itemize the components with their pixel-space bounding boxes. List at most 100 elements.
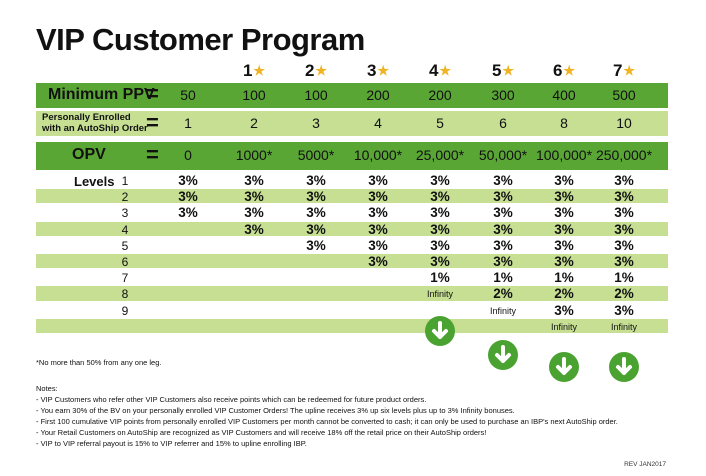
footnote: *No more than 50% from any one leg.: [36, 358, 162, 367]
page-title: VIP Customer Program: [36, 22, 365, 57]
level-percent: 3%: [554, 237, 574, 253]
level-percent: 3%: [614, 221, 634, 237]
level-percent: 3%: [493, 205, 513, 221]
level-percent: 1%: [614, 270, 634, 286]
notes-title: Notes:: [36, 384, 58, 393]
opv-value: 1000*: [235, 147, 273, 163]
opv-value: 100,000*: [535, 147, 593, 163]
level-percent: 3%: [554, 189, 574, 205]
min-ppv-value: 100: [242, 87, 266, 103]
level-percent: 2%: [493, 286, 513, 302]
level-percent: 3%: [430, 237, 450, 253]
column-header-1: 1★: [224, 61, 284, 81]
level-band: [36, 286, 668, 301]
enrolled-label-line1: Personally Enrolled: [42, 112, 131, 123]
level-number: 6: [121, 255, 129, 269]
note-item: - Your Retail Customers on AutoShip are …: [36, 428, 487, 437]
level-number: 5: [121, 238, 129, 253]
level-percent: 3%: [614, 237, 634, 253]
level-percent: 3%: [306, 189, 326, 205]
column-header-number: 2: [304, 61, 315, 80]
column-header-3: 3★: [348, 61, 408, 81]
note-item: - You earn 30% of the BV on your persona…: [36, 406, 515, 415]
level-band: [36, 221, 668, 236]
level-number: 2: [121, 190, 129, 205]
enrolled-value: 3: [312, 115, 320, 131]
min-ppv-value: 200: [428, 87, 452, 103]
notes-block: Notes: - VIP Customers who refer other V…: [36, 383, 618, 449]
level-percent: 3%: [493, 237, 513, 253]
enrolled-value: 2: [250, 115, 258, 131]
level-percent: 3%: [554, 221, 574, 237]
level-number: 8: [121, 287, 129, 302]
column-header-number: 1: [242, 61, 253, 80]
level-percent: 3%: [430, 173, 450, 188]
star-icon: ★: [563, 63, 576, 78]
note-item: - First 100 cumulative VIP points from p…: [36, 417, 618, 426]
opv-value: 250,000*: [595, 147, 653, 163]
min-ppv-value: 50: [180, 87, 196, 103]
level-percent: 1%: [430, 270, 450, 286]
level-percent: 3%: [614, 189, 634, 205]
level-percent: 3%: [368, 237, 388, 253]
column-header-number: 3: [366, 61, 377, 80]
column-header-number: 4: [428, 61, 439, 80]
opv-value: 10,000*: [353, 147, 403, 163]
level-percent: 3%: [493, 254, 513, 269]
arrow-down-icon: [609, 352, 639, 382]
column-header-number: 6: [552, 61, 563, 80]
level-percent: 3%: [493, 173, 513, 188]
opv-equals: =: [146, 142, 159, 167]
level-percent: 3%: [306, 237, 326, 253]
opv-value: 5000*: [297, 147, 335, 163]
column-header-2: 2★: [286, 61, 346, 81]
level-number: 7: [121, 271, 129, 286]
column-header-6: 6★: [534, 61, 594, 81]
enrolled-value: 4: [374, 115, 382, 131]
level-percent: 3%: [430, 189, 450, 205]
level-percent: 3%: [244, 205, 264, 221]
star-icon: ★: [377, 63, 390, 78]
min-ppv-band: [36, 83, 668, 108]
level-percent: 3%: [614, 205, 634, 221]
level-percent: 3%: [554, 173, 574, 188]
level-percent: 2%: [554, 286, 574, 302]
column-header-5: 5★: [473, 61, 533, 81]
opv-value: 25,000*: [415, 147, 465, 163]
min-ppv-label: Minimum PPV: [48, 86, 155, 103]
level-percent: 3%: [368, 221, 388, 237]
infinity-label: Infinity: [610, 321, 637, 332]
opv-value: 50,000*: [478, 147, 528, 163]
level-number: 3: [121, 206, 129, 221]
min-ppv-equals: =: [146, 81, 159, 106]
level-percent: 3%: [368, 173, 388, 188]
level-percent: 3%: [614, 302, 634, 318]
level-percent: 3%: [493, 221, 513, 237]
opv-band: [36, 142, 668, 170]
column-header-7: 7★: [594, 61, 654, 81]
star-icon: ★: [253, 63, 266, 78]
min-ppv-value: 200: [366, 87, 390, 103]
level-percent: 1%: [554, 270, 574, 286]
note-item: - VIP to VIP referral payout is 15% to V…: [36, 439, 307, 448]
star-icon: ★: [439, 63, 452, 78]
enrolled-value: 10: [616, 115, 632, 131]
level-number: 1: [121, 174, 129, 188]
level-percent: 3%: [178, 205, 198, 221]
enrolled-label-line2: with an AutoShip Order: [42, 123, 148, 134]
opv-value: 0: [184, 147, 192, 163]
min-ppv-value: 500: [612, 87, 636, 103]
level-percent: 3%: [430, 254, 450, 269]
opv-label: OPV: [72, 146, 106, 163]
level-percent: 3%: [554, 302, 574, 318]
star-icon: ★: [315, 63, 328, 78]
level-percent: 3%: [614, 173, 634, 188]
level-number: 9: [121, 303, 129, 318]
level-percent: 3%: [554, 254, 574, 269]
level-percent: 3%: [368, 189, 388, 205]
infinity-label: Infinity: [550, 321, 577, 332]
level-percent: 3%: [306, 173, 326, 188]
level-band: [36, 318, 668, 333]
level-percent: 3%: [554, 205, 574, 221]
levels-label: Levels: [74, 174, 115, 189]
